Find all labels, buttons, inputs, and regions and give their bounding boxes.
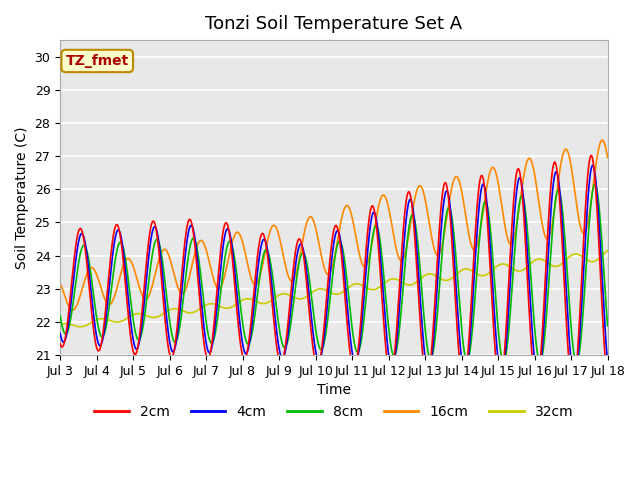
- Title: Tonzi Soil Temperature Set A: Tonzi Soil Temperature Set A: [205, 15, 463, 33]
- Y-axis label: Soil Temperature (C): Soil Temperature (C): [15, 126, 29, 269]
- X-axis label: Time: Time: [317, 383, 351, 397]
- Text: TZ_fmet: TZ_fmet: [66, 54, 129, 68]
- Legend: 2cm, 4cm, 8cm, 16cm, 32cm: 2cm, 4cm, 8cm, 16cm, 32cm: [88, 400, 579, 425]
